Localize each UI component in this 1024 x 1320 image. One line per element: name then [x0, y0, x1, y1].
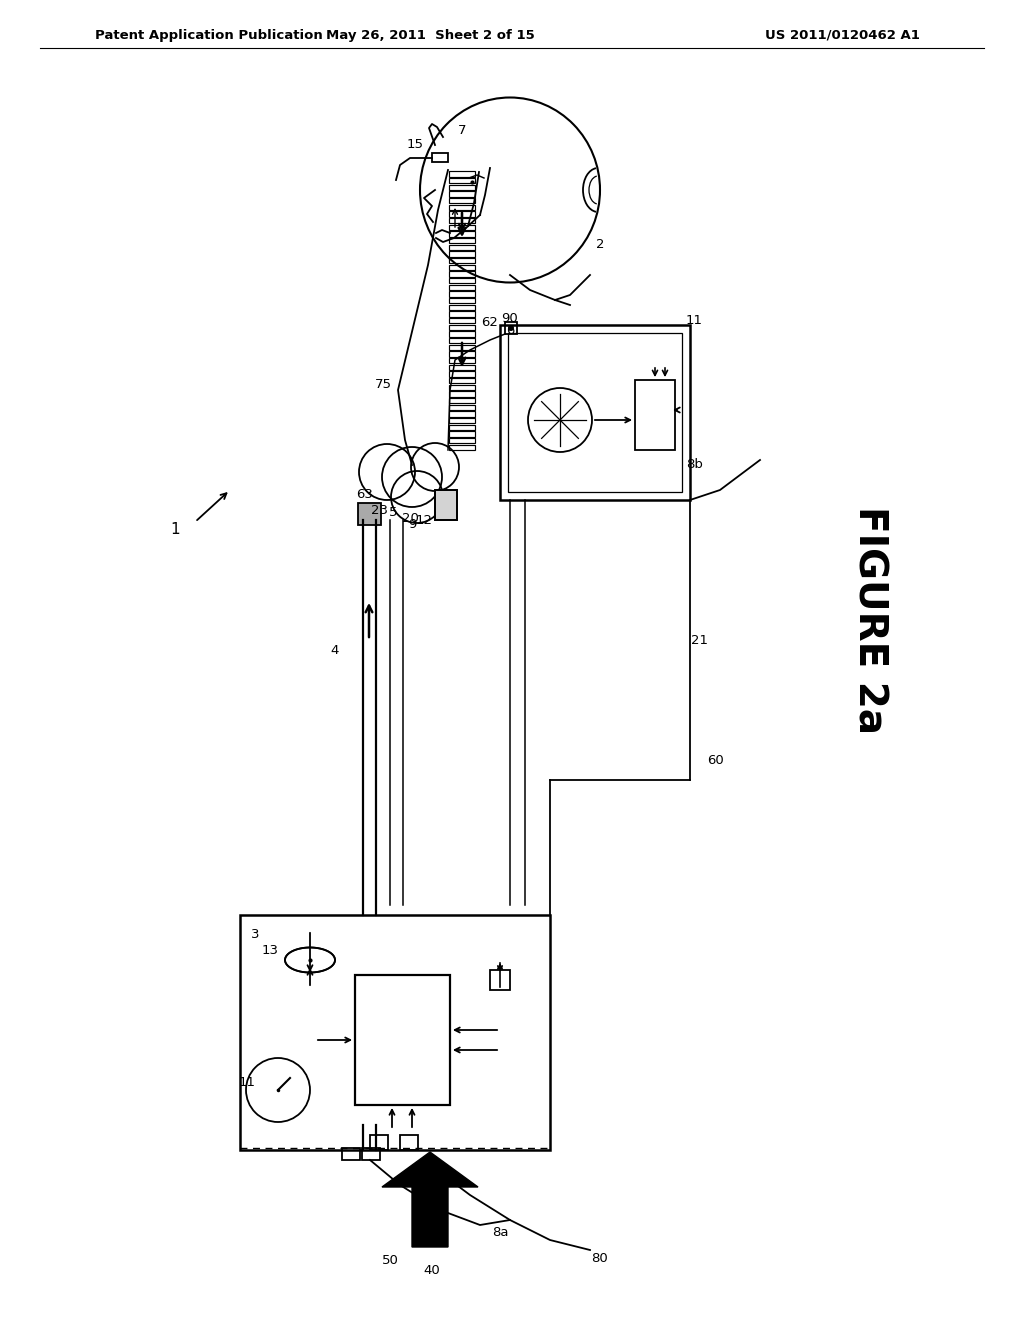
Bar: [449, 271, 475, 277]
Text: 5: 5: [389, 506, 397, 519]
Bar: [435, 490, 457, 520]
Polygon shape: [382, 1152, 478, 1247]
Bar: [490, 970, 510, 990]
Bar: [449, 312, 475, 317]
Bar: [449, 425, 475, 430]
Bar: [449, 397, 475, 404]
Bar: [432, 153, 449, 162]
Bar: [449, 351, 475, 356]
Bar: [362, 1148, 380, 1160]
Bar: [449, 318, 475, 323]
Bar: [449, 432, 475, 437]
Text: 8b: 8b: [686, 458, 703, 471]
Text: 21: 21: [691, 634, 709, 647]
Bar: [370, 1135, 388, 1150]
Bar: [449, 338, 475, 343]
Bar: [449, 384, 475, 389]
Bar: [449, 412, 475, 417]
Text: 13: 13: [261, 944, 279, 957]
Text: 80: 80: [592, 1251, 608, 1265]
Bar: [449, 345, 475, 350]
Bar: [449, 331, 475, 337]
Text: 2: 2: [596, 239, 604, 252]
Circle shape: [508, 325, 514, 331]
Text: Patent Application Publication: Patent Application Publication: [95, 29, 323, 41]
Bar: [449, 172, 475, 177]
Bar: [358, 503, 381, 525]
Bar: [449, 205, 475, 210]
Bar: [449, 371, 475, 376]
Bar: [449, 285, 475, 290]
Text: 8a: 8a: [492, 1225, 508, 1238]
Bar: [505, 322, 517, 334]
Bar: [449, 325, 475, 330]
Text: May 26, 2011  Sheet 2 of 15: May 26, 2011 Sheet 2 of 15: [326, 29, 535, 41]
Text: 63: 63: [356, 488, 374, 502]
Text: 50: 50: [382, 1254, 398, 1266]
Bar: [449, 378, 475, 383]
Text: 62: 62: [481, 315, 499, 329]
Text: 9: 9: [408, 519, 416, 532]
Text: 4: 4: [331, 644, 339, 656]
Bar: [355, 975, 450, 1105]
Bar: [449, 178, 475, 183]
Bar: [449, 418, 475, 424]
Text: 11: 11: [685, 314, 702, 326]
Bar: [449, 298, 475, 304]
Bar: [435, 490, 457, 520]
Bar: [449, 292, 475, 297]
Bar: [342, 1148, 360, 1160]
Bar: [449, 224, 475, 230]
Text: 23: 23: [372, 503, 388, 516]
Bar: [449, 218, 475, 223]
Bar: [449, 185, 475, 190]
Text: 90: 90: [502, 312, 518, 325]
Bar: [449, 264, 475, 271]
Bar: [449, 251, 475, 256]
Text: 12: 12: [416, 513, 432, 527]
Text: 60: 60: [707, 754, 723, 767]
Bar: [449, 364, 475, 370]
Text: 1: 1: [170, 523, 180, 537]
Text: 7: 7: [458, 124, 466, 136]
Text: FIGURE 2a: FIGURE 2a: [851, 506, 889, 734]
Bar: [449, 404, 475, 411]
Bar: [449, 391, 475, 397]
Bar: [449, 238, 475, 243]
Bar: [449, 191, 475, 197]
Bar: [240, 915, 550, 1150]
Text: US 2011/0120462 A1: US 2011/0120462 A1: [765, 29, 920, 41]
Text: 11: 11: [239, 1077, 256, 1089]
Bar: [449, 279, 475, 284]
Bar: [449, 244, 475, 249]
Bar: [449, 305, 475, 310]
Bar: [449, 358, 475, 363]
Text: 75: 75: [375, 379, 391, 392]
Bar: [508, 333, 682, 492]
Bar: [400, 1135, 418, 1150]
Bar: [449, 445, 475, 450]
Bar: [449, 198, 475, 203]
Bar: [500, 325, 690, 500]
Bar: [449, 231, 475, 236]
Text: 15: 15: [407, 139, 424, 152]
Text: 6: 6: [506, 323, 514, 337]
Bar: [449, 211, 475, 216]
Text: 20: 20: [401, 511, 419, 524]
Bar: [635, 380, 675, 450]
Text: 3: 3: [251, 928, 259, 941]
Bar: [449, 257, 475, 263]
Bar: [449, 438, 475, 444]
Text: 40: 40: [424, 1263, 440, 1276]
